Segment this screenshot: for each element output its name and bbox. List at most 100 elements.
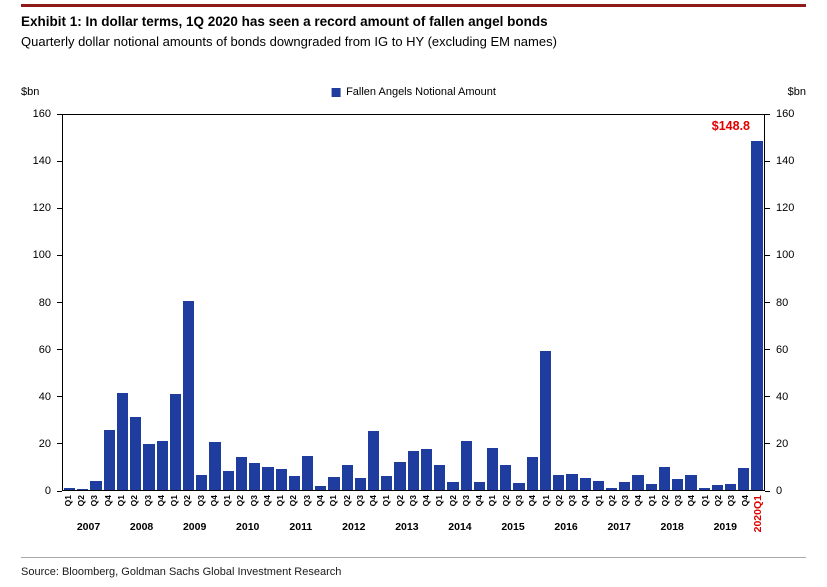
x-tick-label-2008-Q4: Q4	[155, 495, 166, 507]
bar-2019-Q2	[711, 115, 724, 490]
bar-2007-Q3	[89, 115, 102, 490]
year-label-2008: 2008	[129, 521, 154, 533]
bar-2015-Q3	[512, 115, 525, 490]
legend-marker-icon	[331, 87, 341, 97]
bar-2011-Q1	[275, 115, 288, 490]
x-tick-label-2019-Q1: Q1	[699, 495, 710, 507]
x-tick-label-2011-Q4: Q4	[315, 495, 325, 507]
x-tick-label-2015-Q4: Q4	[527, 495, 538, 507]
x-tick-label-2017-Q1: Q1	[593, 495, 604, 507]
footer: Source: Bloomberg, Goldman Sachs Global …	[21, 557, 806, 578]
bar-2013-Q4	[420, 115, 433, 490]
bar-2018-Q3	[671, 115, 684, 490]
bar-2017-Q4	[631, 115, 644, 490]
x-tick-label-2015-Q1: Q1	[487, 495, 498, 507]
x-tick-label-2018-Q1: Q1	[646, 495, 657, 507]
x-tick-label-2009-Q2: Q2	[182, 495, 193, 507]
x-tick-label-2012-Q2: Q2	[341, 495, 352, 507]
year-label-2009: 2009	[182, 521, 207, 533]
bar-2011-Q4	[314, 115, 327, 490]
year-label-2011: 2011	[289, 521, 313, 533]
x-tick-label-2020-2020Q1: 2020Q1	[751, 495, 764, 533]
y-axis-right: 0 20 40 60 80 100 120 140 160	[765, 108, 806, 497]
chart-grid: 0 20 40 60 80 100 120 140 160 $148.8 0 20 40 60 80 10…	[21, 108, 806, 497]
bar-2017-Q3	[618, 115, 631, 490]
bar-2011-Q3	[301, 115, 314, 490]
y-axis-unit-right: $bn	[787, 86, 806, 98]
x-tick-label-2013-Q1: Q1	[381, 495, 392, 507]
x-tick-label-2013-Q2: Q2	[394, 495, 405, 507]
x-tick-label-2015-Q2: Q2	[500, 495, 511, 507]
year-label-2015: 2015	[501, 521, 525, 533]
x-axis-years: 2007 2008 2009 2010 2011 2012 2013 2014 2015 2016…	[62, 521, 765, 537]
bar-2012-Q1	[327, 115, 340, 490]
x-tick-label-2019-Q4: Q4	[739, 495, 750, 507]
bar-2013-Q2	[393, 115, 406, 490]
bar-2012-Q3	[354, 115, 367, 490]
bar-2013-Q3	[407, 115, 420, 490]
x-tick-label-2010-Q1: Q1	[222, 495, 233, 507]
x-tick-label-2007-Q3: Q3	[89, 495, 100, 507]
x-tick-label-2014-Q4: Q4	[474, 495, 485, 507]
x-tick-label-2013-Q3: Q3	[407, 495, 418, 507]
chart-title: Exhibit 1: In dollar terms, 1Q 2020 has …	[21, 14, 548, 29]
x-tick-label-2007-Q4: Q4	[102, 495, 113, 507]
legend-label: Fallen Angels Notional Amount	[346, 86, 496, 98]
year-label-2017: 2017	[607, 521, 631, 533]
bar-2015-Q2	[499, 115, 512, 490]
x-tick-label-2008-Q1: Q1	[116, 495, 127, 507]
bar-2018-Q4	[684, 115, 697, 490]
x-tick-label-2014-Q3: Q3	[460, 495, 471, 507]
x-tick-label-2009-Q4: Q4	[208, 495, 219, 507]
legend: Fallen Angels Notional Amount	[331, 86, 496, 98]
x-tick-label-2013-Q4: Q4	[421, 495, 432, 507]
x-tick-label-2007-Q1: Q1	[62, 495, 73, 507]
bar-2008-Q2	[129, 115, 142, 490]
bar-2009-Q2	[182, 115, 195, 490]
x-tick-label-2017-Q4: Q4	[633, 495, 644, 507]
bar-2007-Q1	[63, 115, 76, 490]
peak-annotation: $148.8	[711, 119, 750, 133]
bar-2016-Q3	[565, 115, 578, 490]
bar-2007-Q2	[76, 115, 89, 490]
x-tick-label-2010-Q3: Q3	[248, 495, 259, 507]
x-tick-label-2018-Q4: Q4	[686, 495, 697, 507]
bar-2019-Q3	[724, 115, 737, 490]
bar-2015-Q4	[526, 115, 539, 490]
bar-2011-Q2	[288, 115, 301, 490]
x-tick-label-2012-Q1: Q1	[328, 495, 339, 507]
x-tick-label-2012-Q4: Q4	[368, 495, 379, 507]
x-tick-label-2014-Q1: Q1	[434, 495, 445, 507]
bar-2017-Q2	[605, 115, 618, 490]
x-tick-label-2017-Q2: Q2	[606, 495, 617, 507]
year-label-2018: 2018	[660, 521, 684, 533]
bar-2013-Q1	[380, 115, 393, 490]
x-tick-label-2012-Q3: Q3	[354, 495, 365, 507]
x-tick-label-2011-Q2: Q2	[288, 495, 299, 507]
x-tick-label-2017-Q3: Q3	[620, 495, 631, 507]
bar-2016-Q4	[579, 115, 592, 490]
bar-2019-Q1	[698, 115, 711, 490]
bar-2009-Q1	[169, 115, 182, 490]
bar-2020-2020Q1	[750, 115, 763, 490]
bar-2012-Q4	[367, 115, 380, 490]
year-label-2014: 2014	[448, 521, 472, 533]
x-tick-label-2018-Q3: Q3	[673, 495, 684, 507]
bar-2018-Q2	[658, 115, 671, 490]
axis-meta-row: $bn Fallen Angels Notional Amount $bn	[21, 80, 806, 98]
x-tick-label-2016-Q2: Q2	[553, 495, 564, 507]
x-tick-label-2015-Q3: Q3	[513, 495, 524, 507]
y-axis-unit-left: $bn	[21, 86, 40, 98]
x-tick-label-2009-Q1: Q1	[169, 495, 180, 507]
x-tick-label-2011-Q3: Q3	[301, 495, 312, 507]
x-tick-label-2019-Q3: Q3	[726, 495, 737, 507]
x-tick-label-2011-Q1: Q1	[275, 495, 286, 507]
bar-2010-Q2	[235, 115, 248, 490]
bar-2010-Q1	[222, 115, 235, 490]
x-tick-label-2008-Q2: Q2	[129, 495, 140, 507]
year-label-2012: 2012	[342, 521, 366, 533]
x-tick-label-2007-Q2: Q2	[76, 495, 87, 507]
x-tick-label-2014-Q2: Q2	[447, 495, 458, 507]
bar-2019-Q4	[737, 115, 750, 490]
